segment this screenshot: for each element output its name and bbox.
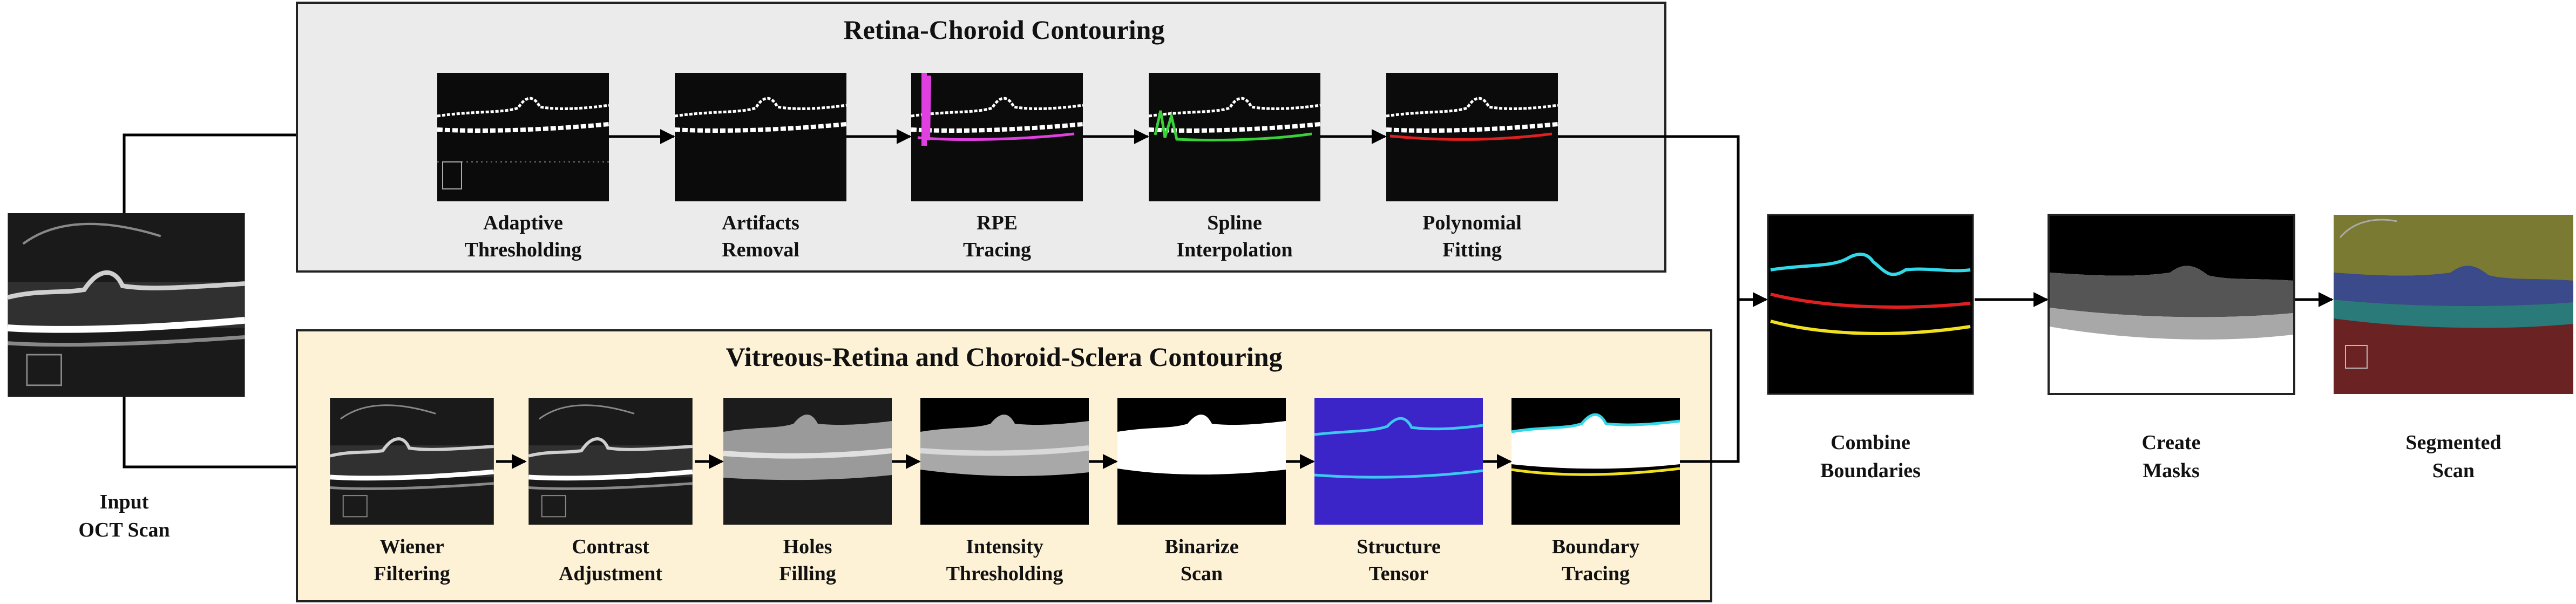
step-holes-filling: Holes Filling	[723, 398, 892, 585]
step-label: Thresholding	[465, 239, 582, 261]
step-artifacts-removal: Artifacts Removal	[674, 73, 847, 261]
step-intensity-thresholding: Intensity Thresholding	[920, 398, 1089, 585]
retina-choroid-panel: Retina-Choroid Contouring Adaptive Thres…	[296, 2, 1666, 273]
step-adaptive-thresholding: Adaptive Thresholding	[437, 73, 609, 261]
step-label: Binarize	[1164, 535, 1238, 558]
step-boundary-tracing: Boundary Tracing	[1511, 398, 1680, 585]
step-label: Scan	[1181, 562, 1223, 585]
step-label: Tensor	[1369, 562, 1429, 585]
step-contrast-adjustment: Contrast Adjustment	[528, 398, 693, 585]
step-segmented-scan: Segmented Scan	[2334, 215, 2573, 482]
step-wiener-filtering: Wiener Filtering	[330, 398, 494, 585]
step-label: Scan	[2432, 459, 2475, 482]
step-structure-tensor: Structure Tensor	[1314, 398, 1483, 585]
step-label: Intensity	[966, 535, 1043, 558]
step-rpe-tracing: RPE Tracing	[911, 73, 1083, 261]
step-label: Artifacts	[722, 212, 799, 234]
input-scan: Input OCT Scan	[8, 213, 245, 541]
step-label: Polynomial	[1422, 212, 1522, 234]
step-polynomial-fitting: Polynomial Fitting	[1386, 73, 1558, 261]
step-label: Holes	[783, 535, 832, 558]
step-label: Fitting	[1442, 239, 1502, 261]
step-label: Spline	[1207, 212, 1262, 234]
step-label: Contrast	[572, 535, 649, 558]
step-label: Masks	[2143, 459, 2200, 482]
input-label-2: OCT Scan	[78, 519, 170, 541]
step-label: Removal	[722, 239, 799, 261]
step-label: Boundary	[1552, 535, 1640, 558]
step-label: Structure	[1357, 535, 1441, 558]
step-label: Combine	[1831, 431, 1910, 454]
step-label: RPE	[977, 212, 1018, 234]
input-label-1: Input	[100, 491, 149, 513]
step-label: Adaptive	[483, 212, 563, 234]
step-label: Interpolation	[1176, 239, 1292, 261]
step-combine-boundaries: Combine Boundaries	[1767, 214, 1974, 482]
step-label: Adjustment	[559, 562, 662, 585]
step-binarize-scan: Binarize Scan	[1117, 398, 1286, 585]
panel-title-bottom: Vitreous-Retina and Choroid-Sclera Conto…	[726, 342, 1282, 372]
merge-connectors	[1558, 135, 2334, 463]
step-label: Filling	[779, 562, 836, 585]
step-label: Tracing	[1562, 562, 1630, 585]
step-label: Create	[2141, 431, 2200, 454]
step-label: Boundaries	[1820, 459, 1921, 482]
step-label: Wiener	[379, 535, 444, 558]
step-label: Segmented	[2405, 431, 2501, 454]
step-label: Filtering	[374, 562, 450, 585]
vitreous-retina-panel: Vitreous-Retina and Choroid-Sclera Conto…	[296, 329, 1712, 602]
panel-title-top: Retina-Choroid Contouring	[844, 15, 1165, 45]
step-label: Tracing	[963, 239, 1031, 261]
step-label: Thresholding	[946, 562, 1063, 585]
step-spline-interpolation: Spline Interpolation	[1148, 73, 1321, 261]
step-create-masks: Create Masks	[2048, 214, 2295, 482]
